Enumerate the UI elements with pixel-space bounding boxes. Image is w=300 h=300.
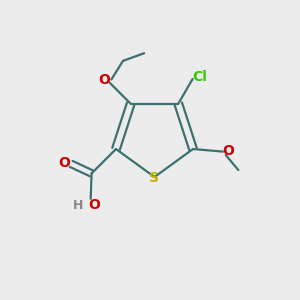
Text: H: H: [73, 199, 83, 212]
Text: O: O: [59, 156, 70, 170]
Text: O: O: [98, 73, 110, 87]
Text: O: O: [222, 144, 234, 158]
Text: S: S: [149, 171, 160, 185]
Text: O: O: [88, 199, 100, 212]
Text: Cl: Cl: [193, 70, 208, 84]
